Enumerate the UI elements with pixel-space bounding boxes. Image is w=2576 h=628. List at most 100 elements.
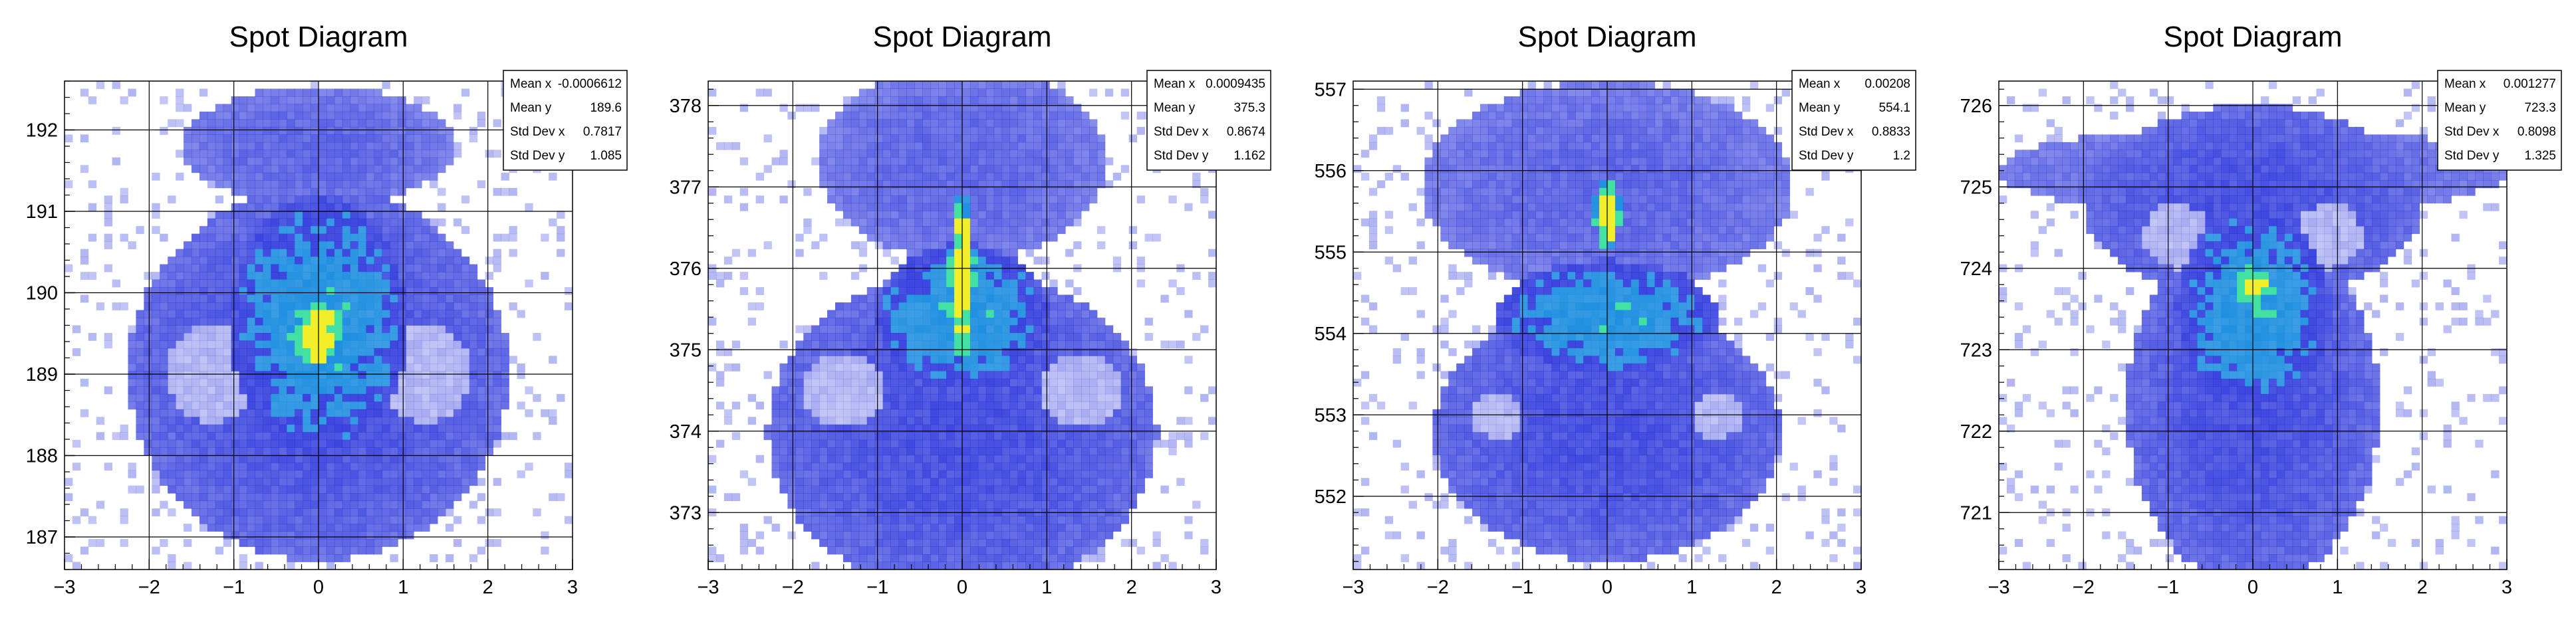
density-cell xyxy=(1089,470,1098,478)
density-cell xyxy=(1057,104,1066,112)
density-cell xyxy=(977,516,987,524)
density-cell xyxy=(842,500,852,509)
density-cell xyxy=(874,378,884,387)
density-cell xyxy=(898,318,907,326)
density-cell xyxy=(453,478,462,486)
density-cell xyxy=(446,470,454,478)
density-cell xyxy=(842,493,852,502)
density-cell xyxy=(1120,356,1130,364)
density-cell xyxy=(430,279,438,288)
density-cell xyxy=(1041,332,1050,341)
density-cell xyxy=(1057,134,1066,143)
density-cell xyxy=(136,363,144,371)
density-cell xyxy=(977,493,987,502)
density-cell xyxy=(985,233,995,242)
density-cell xyxy=(827,340,836,349)
density-cell xyxy=(184,393,192,402)
density-cell xyxy=(80,508,89,517)
density-cell xyxy=(255,325,263,334)
density-cell xyxy=(168,302,176,310)
density-cell xyxy=(858,439,868,448)
density-cell xyxy=(461,439,470,448)
density-cell xyxy=(962,524,971,532)
density-cell xyxy=(1065,401,1074,410)
density-cell xyxy=(303,211,311,219)
density-cell xyxy=(890,318,899,326)
density-cell xyxy=(1057,493,1066,502)
density-cell xyxy=(303,485,311,494)
density-cell xyxy=(1009,393,1018,402)
density-cell xyxy=(1144,463,1153,471)
density-cell xyxy=(842,356,852,364)
density-cell xyxy=(382,424,390,433)
density-cell xyxy=(1049,165,1058,173)
density-cell xyxy=(144,294,152,303)
density-cell xyxy=(319,172,327,181)
density-cell xyxy=(898,409,907,417)
density-cell xyxy=(255,165,263,173)
density-cell xyxy=(374,500,382,509)
density-cell xyxy=(1200,432,1209,441)
density-cell xyxy=(954,302,963,310)
density-cell xyxy=(1184,386,1193,395)
density-cell xyxy=(1096,325,1106,334)
density-cell xyxy=(906,211,915,219)
density-cell xyxy=(485,272,494,280)
density-cell xyxy=(993,81,1003,89)
density-cell xyxy=(898,241,907,250)
density-cell xyxy=(1176,340,1185,349)
density-cell xyxy=(1025,165,1034,173)
density-cell xyxy=(1081,386,1090,395)
density-cell xyxy=(858,172,868,181)
density-cell xyxy=(223,318,232,326)
density-cell xyxy=(946,356,955,364)
density-cell xyxy=(993,195,1003,204)
density-cell xyxy=(1081,447,1090,456)
density-cell xyxy=(1112,493,1122,502)
density-cell xyxy=(239,562,247,570)
density-cell xyxy=(184,470,192,478)
density-cell xyxy=(184,500,192,509)
density-cell xyxy=(882,417,891,425)
density-cell xyxy=(184,463,192,471)
density-cell xyxy=(938,363,947,371)
density-cell xyxy=(358,539,367,547)
density-cell xyxy=(1001,432,1011,441)
density-cell xyxy=(311,378,319,387)
density-cell xyxy=(993,378,1003,387)
density-cell xyxy=(1136,371,1145,379)
density-cell xyxy=(977,432,987,441)
density-cell xyxy=(263,356,271,364)
density-cell xyxy=(430,318,438,326)
density-cell xyxy=(914,500,923,509)
density-cell xyxy=(184,340,192,349)
density-cell xyxy=(882,371,891,379)
density-cell xyxy=(898,142,907,150)
density-cell xyxy=(279,157,287,165)
density-cell xyxy=(827,150,836,158)
density-cell xyxy=(842,96,852,104)
density-cell xyxy=(215,332,224,341)
density-cell xyxy=(279,348,287,356)
density-cell xyxy=(977,111,987,120)
density-cell xyxy=(850,104,860,112)
density-cell xyxy=(1112,516,1122,524)
density-cell xyxy=(485,294,494,303)
density-cell xyxy=(1096,332,1106,341)
density-cell xyxy=(255,287,263,295)
density-cell xyxy=(954,332,963,341)
density-cell xyxy=(287,111,295,120)
density-cell xyxy=(422,393,430,402)
density-cell xyxy=(366,409,374,417)
density-cell xyxy=(930,356,939,364)
density-cell xyxy=(136,417,144,425)
density-cell xyxy=(1104,157,1114,165)
density-cell xyxy=(890,111,899,120)
density-cell xyxy=(493,356,501,364)
density-cell xyxy=(430,142,438,150)
density-cell xyxy=(414,455,422,463)
density-cell xyxy=(1041,371,1050,379)
density-cell xyxy=(311,119,319,128)
density-cell xyxy=(207,417,216,425)
density-cell xyxy=(104,340,113,349)
